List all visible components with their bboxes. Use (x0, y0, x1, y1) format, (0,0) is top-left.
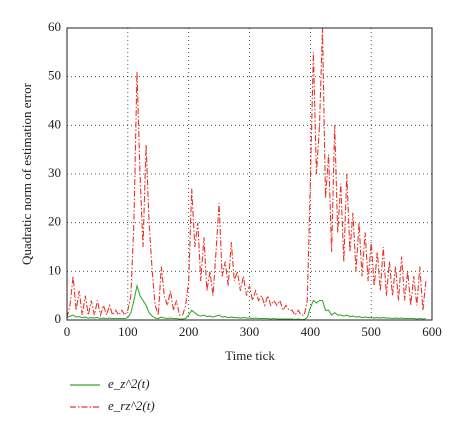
x-axis-label: Time tick (225, 348, 275, 363)
legend-label: e_z^2(t) (108, 376, 150, 391)
series-line (66, 283, 426, 321)
x-tick-label: 200 (179, 324, 199, 339)
y-tick-label: 10 (48, 262, 61, 277)
x-tick-label: 100 (118, 324, 138, 339)
y-tick-label: 0 (55, 311, 62, 326)
y-tick-label: 40 (48, 116, 61, 131)
y-tick-label: 50 (48, 68, 61, 83)
legend-label: e_rz^2(t) (108, 398, 155, 413)
x-tick-label: 600 (422, 324, 442, 339)
x-tick-label: 0 (64, 324, 71, 339)
series-line (66, 27, 427, 318)
x-tick-label: 500 (361, 324, 381, 339)
x-tick-label: 400 (301, 324, 321, 339)
plot-frame (66, 27, 433, 321)
y-axis-label: Quadratic norm of estimation error (19, 82, 34, 265)
x-tick-label: 300 (240, 324, 260, 339)
y-tick-label: 30 (48, 165, 61, 180)
y-tick-label: 60 (48, 19, 61, 34)
y-tick-label: 20 (48, 214, 61, 229)
